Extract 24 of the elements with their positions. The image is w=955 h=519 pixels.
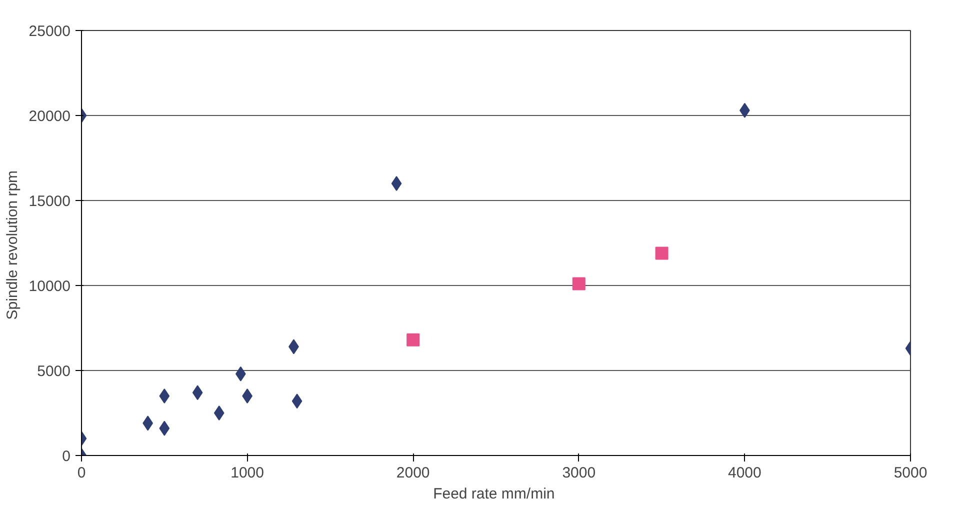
point	[242, 388, 252, 404]
x-tick-label: 3000	[562, 464, 596, 482]
point	[159, 420, 170, 436]
point	[214, 406, 224, 420]
y-axis-title: Spindle revolution rpm	[4, 170, 21, 320]
x-tick-label: 2000	[396, 464, 430, 482]
y-tick-label: 10000	[28, 278, 71, 295]
y-tick-label: 15000	[28, 193, 71, 210]
y-tick-label: 25000	[28, 23, 71, 40]
x-tick-label: 5000	[894, 464, 928, 482]
x-tick-label: 4000	[728, 464, 762, 482]
y-tick-label: 5000	[37, 363, 71, 380]
x-tick-label: 1000	[230, 464, 264, 482]
x-axis-title: Feed rate mm/min	[433, 486, 555, 502]
point	[655, 246, 668, 260]
y-tick-label: 20000	[28, 108, 71, 125]
point	[572, 277, 586, 290]
point	[391, 176, 402, 191]
point	[192, 385, 203, 400]
point	[292, 394, 302, 409]
y-tick-label: 0	[62, 448, 70, 465]
point	[406, 333, 420, 346]
point	[159, 388, 170, 404]
x-tick-label: 0	[77, 464, 86, 482]
